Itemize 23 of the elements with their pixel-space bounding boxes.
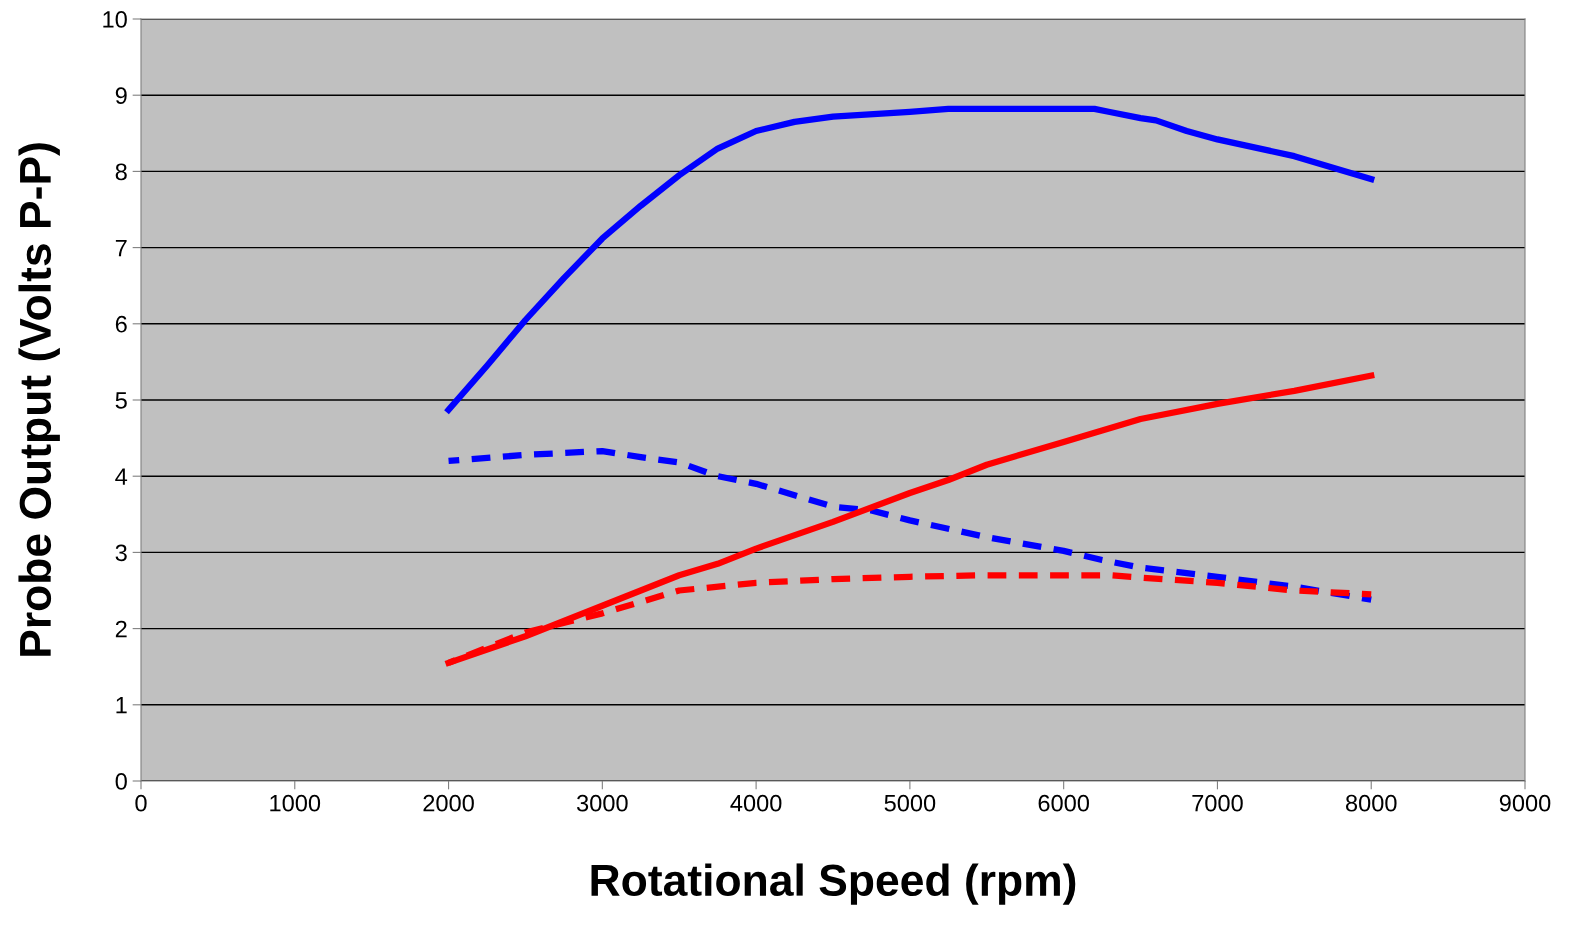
- x-tick-label: 0: [135, 794, 147, 812]
- x-tick-label: 7000: [1192, 794, 1243, 812]
- x-tick-label: 8000: [1345, 794, 1397, 812]
- x-tick-label: 9000: [1499, 794, 1551, 812]
- y-tick-label: 8: [115, 163, 127, 181]
- y-tick-label: 5: [115, 392, 127, 409]
- y-tick-label: 7: [115, 239, 127, 257]
- x-axis-title: Rotational Speed (rpm): [591, 863, 1076, 905]
- y-tick-label: 6: [115, 315, 127, 333]
- y-axis-title: Probe Output (Volts P-P): [18, 143, 60, 656]
- y-tick-label: 9: [115, 87, 127, 104]
- x-tick-label: 2000: [423, 794, 474, 812]
- x-tick-label: 1000: [270, 794, 321, 812]
- y-tick-label: 4: [115, 468, 128, 485]
- y-tick-label: 10: [103, 11, 127, 28]
- y-tick-label: 0: [115, 773, 127, 790]
- x-tick-label: 4000: [730, 794, 782, 812]
- y-tick-label: 2: [115, 620, 127, 638]
- x-tick-label: 3000: [576, 794, 628, 812]
- y-tick-label: 3: [115, 544, 127, 562]
- x-tick-label: 5000: [884, 794, 936, 812]
- x-tick-label: 6000: [1038, 794, 1090, 812]
- y-tick-label: 1: [116, 697, 127, 714]
